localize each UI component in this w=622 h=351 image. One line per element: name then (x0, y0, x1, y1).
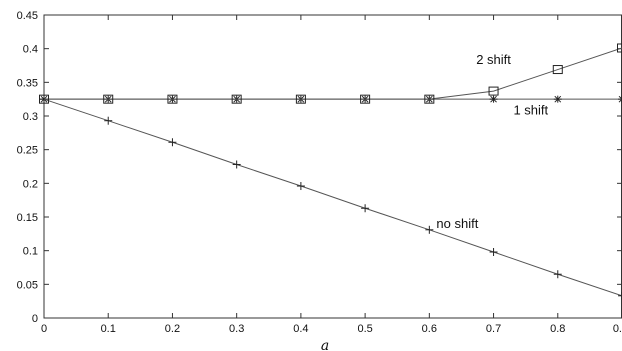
x-tick-label: 0.8 (550, 323, 565, 335)
series-group (39, 43, 622, 300)
series-no-shift (40, 95, 622, 300)
data-point-2-shift (295, 94, 306, 104)
data-point-2-shift (167, 94, 178, 104)
data-point-2-shift (103, 94, 114, 104)
data-point-no-shift (489, 248, 498, 257)
y-tick-label: 0.05 (17, 279, 38, 291)
y-tick-label: 0.3 (23, 111, 38, 123)
marker-asterisk-d2 (490, 95, 497, 103)
data-point-no-shift (425, 225, 434, 234)
marker-square (103, 94, 114, 104)
x-tick-label: 0.5 (357, 323, 372, 335)
plot-frame (43, 14, 622, 319)
marker-square (617, 43, 622, 53)
y-tick-label: 0 (32, 313, 38, 325)
annotation-2-shift: 2 shift (476, 52, 511, 67)
marker-square (39, 94, 49, 104)
y-axis: 0 0.05 0.1 0.15 0.2 0.25 0.3 0.35 0.4 0.45 (17, 10, 622, 325)
data-point-no-shift (553, 270, 562, 279)
data-point-2-shift (231, 94, 242, 104)
annotation-no-shift: no shift (436, 216, 478, 231)
data-point-2-shift (39, 94, 49, 104)
y-tick-label: 0.25 (17, 145, 38, 157)
x-tick-label: 0. (613, 323, 622, 335)
data-point-1-shift (489, 95, 498, 103)
marker-square (552, 65, 563, 75)
marker-square (488, 86, 499, 96)
y-tick-label: 0.4 (23, 44, 38, 56)
annotations: 2 shift 1 shift no shift (436, 52, 548, 231)
x-axis-label: a (321, 338, 329, 351)
marker-square (167, 94, 178, 104)
data-point-2-shift (617, 43, 622, 53)
data-point-no-shift (232, 160, 241, 169)
data-point-1-shift (618, 95, 622, 103)
data-point-no-shift (361, 204, 370, 213)
marker-asterisk-d1 (618, 95, 622, 100)
y-tick-label: 0.35 (17, 77, 38, 89)
marker-square (295, 94, 306, 104)
data-point-no-shift (168, 138, 177, 147)
annotation-1-shift: 1 shift (513, 103, 548, 118)
data-point-2-shift (424, 94, 435, 104)
data-point-no-shift (104, 116, 113, 125)
x-tick-label: 0.4 (293, 323, 308, 335)
y-tick-label: 0.45 (17, 10, 38, 22)
x-tick-label: 0.7 (486, 323, 501, 335)
x-tick-label: 0.6 (422, 323, 437, 335)
marker-square (231, 94, 242, 104)
x-tick-label: 0 (41, 323, 47, 335)
data-point-no-shift (296, 182, 305, 191)
marker-square (360, 94, 371, 104)
x-tick-label: 0.3 (229, 323, 244, 335)
y-tick-label: 0.1 (23, 246, 38, 258)
data-point-no-shift (618, 291, 622, 300)
y-tick-label: 0.2 (23, 178, 38, 190)
x-tick-label: 0.2 (165, 323, 180, 335)
y-tick-label: 0.15 (17, 212, 38, 224)
marker-asterisk-d2 (618, 98, 622, 103)
data-point-1-shift (553, 95, 562, 103)
series-line-no-shift (43, 98, 622, 297)
series-2-shift (39, 43, 622, 104)
data-point-2-shift (552, 65, 563, 75)
x-tick-label: 0.1 (101, 323, 116, 335)
marker-square (424, 94, 435, 104)
series-line-2-shift (44, 47, 622, 100)
marker-asterisk-d2 (554, 95, 562, 103)
data-point-2-shift (360, 94, 371, 104)
data-point-2-shift (488, 86, 499, 96)
x-axis: 0 0.1 0.2 0.3 0.4 0.5 0.6 0.7 0.8 0. (41, 15, 622, 335)
